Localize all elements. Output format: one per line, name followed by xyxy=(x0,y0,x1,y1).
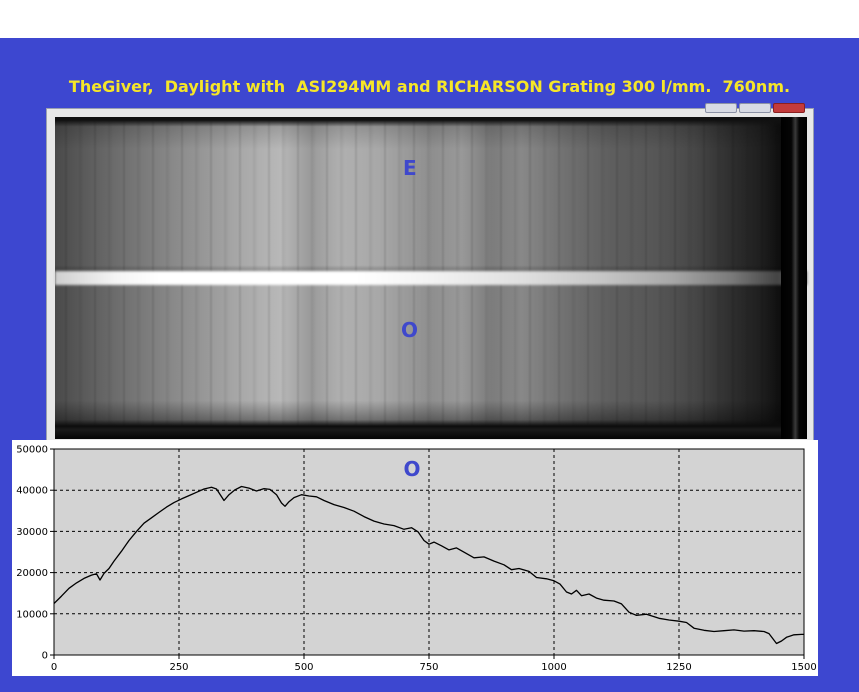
y-tick-label: 20000 xyxy=(16,568,48,579)
y-tick-label: 30000 xyxy=(16,527,48,538)
spectrum-image-window xyxy=(46,103,814,442)
spectrum-image xyxy=(55,117,807,439)
y-tick-label: 0 xyxy=(42,651,48,662)
spectrum-label-o: O xyxy=(401,318,419,342)
x-tick-label: 1000 xyxy=(541,662,566,673)
y-tick-label: 40000 xyxy=(16,486,48,497)
y-tick-label: 10000 xyxy=(16,609,48,620)
x-tick-label: 750 xyxy=(419,662,438,673)
spectrum-bright-stripe xyxy=(55,271,807,285)
x-tick-label: 1250 xyxy=(666,662,691,673)
x-tick-label: 250 xyxy=(169,662,188,673)
intensity-series-line xyxy=(53,485,804,645)
spectrum-image-edge xyxy=(781,117,807,439)
close-icon[interactable] xyxy=(773,103,805,113)
x-tick-label: 0 xyxy=(51,662,57,673)
chart-annotation-o: O xyxy=(403,457,420,481)
x-tick-label: 500 xyxy=(294,662,313,673)
minimize-icon[interactable] xyxy=(705,103,737,113)
slide-title: TheGiver, Daylight with ASI294MM and RIC… xyxy=(68,77,791,96)
spectrum-label-e: E xyxy=(403,156,417,180)
maximize-icon[interactable] xyxy=(739,103,771,113)
x-tick-label: 1500 xyxy=(791,662,816,673)
y-tick-label: 50000 xyxy=(16,445,48,456)
